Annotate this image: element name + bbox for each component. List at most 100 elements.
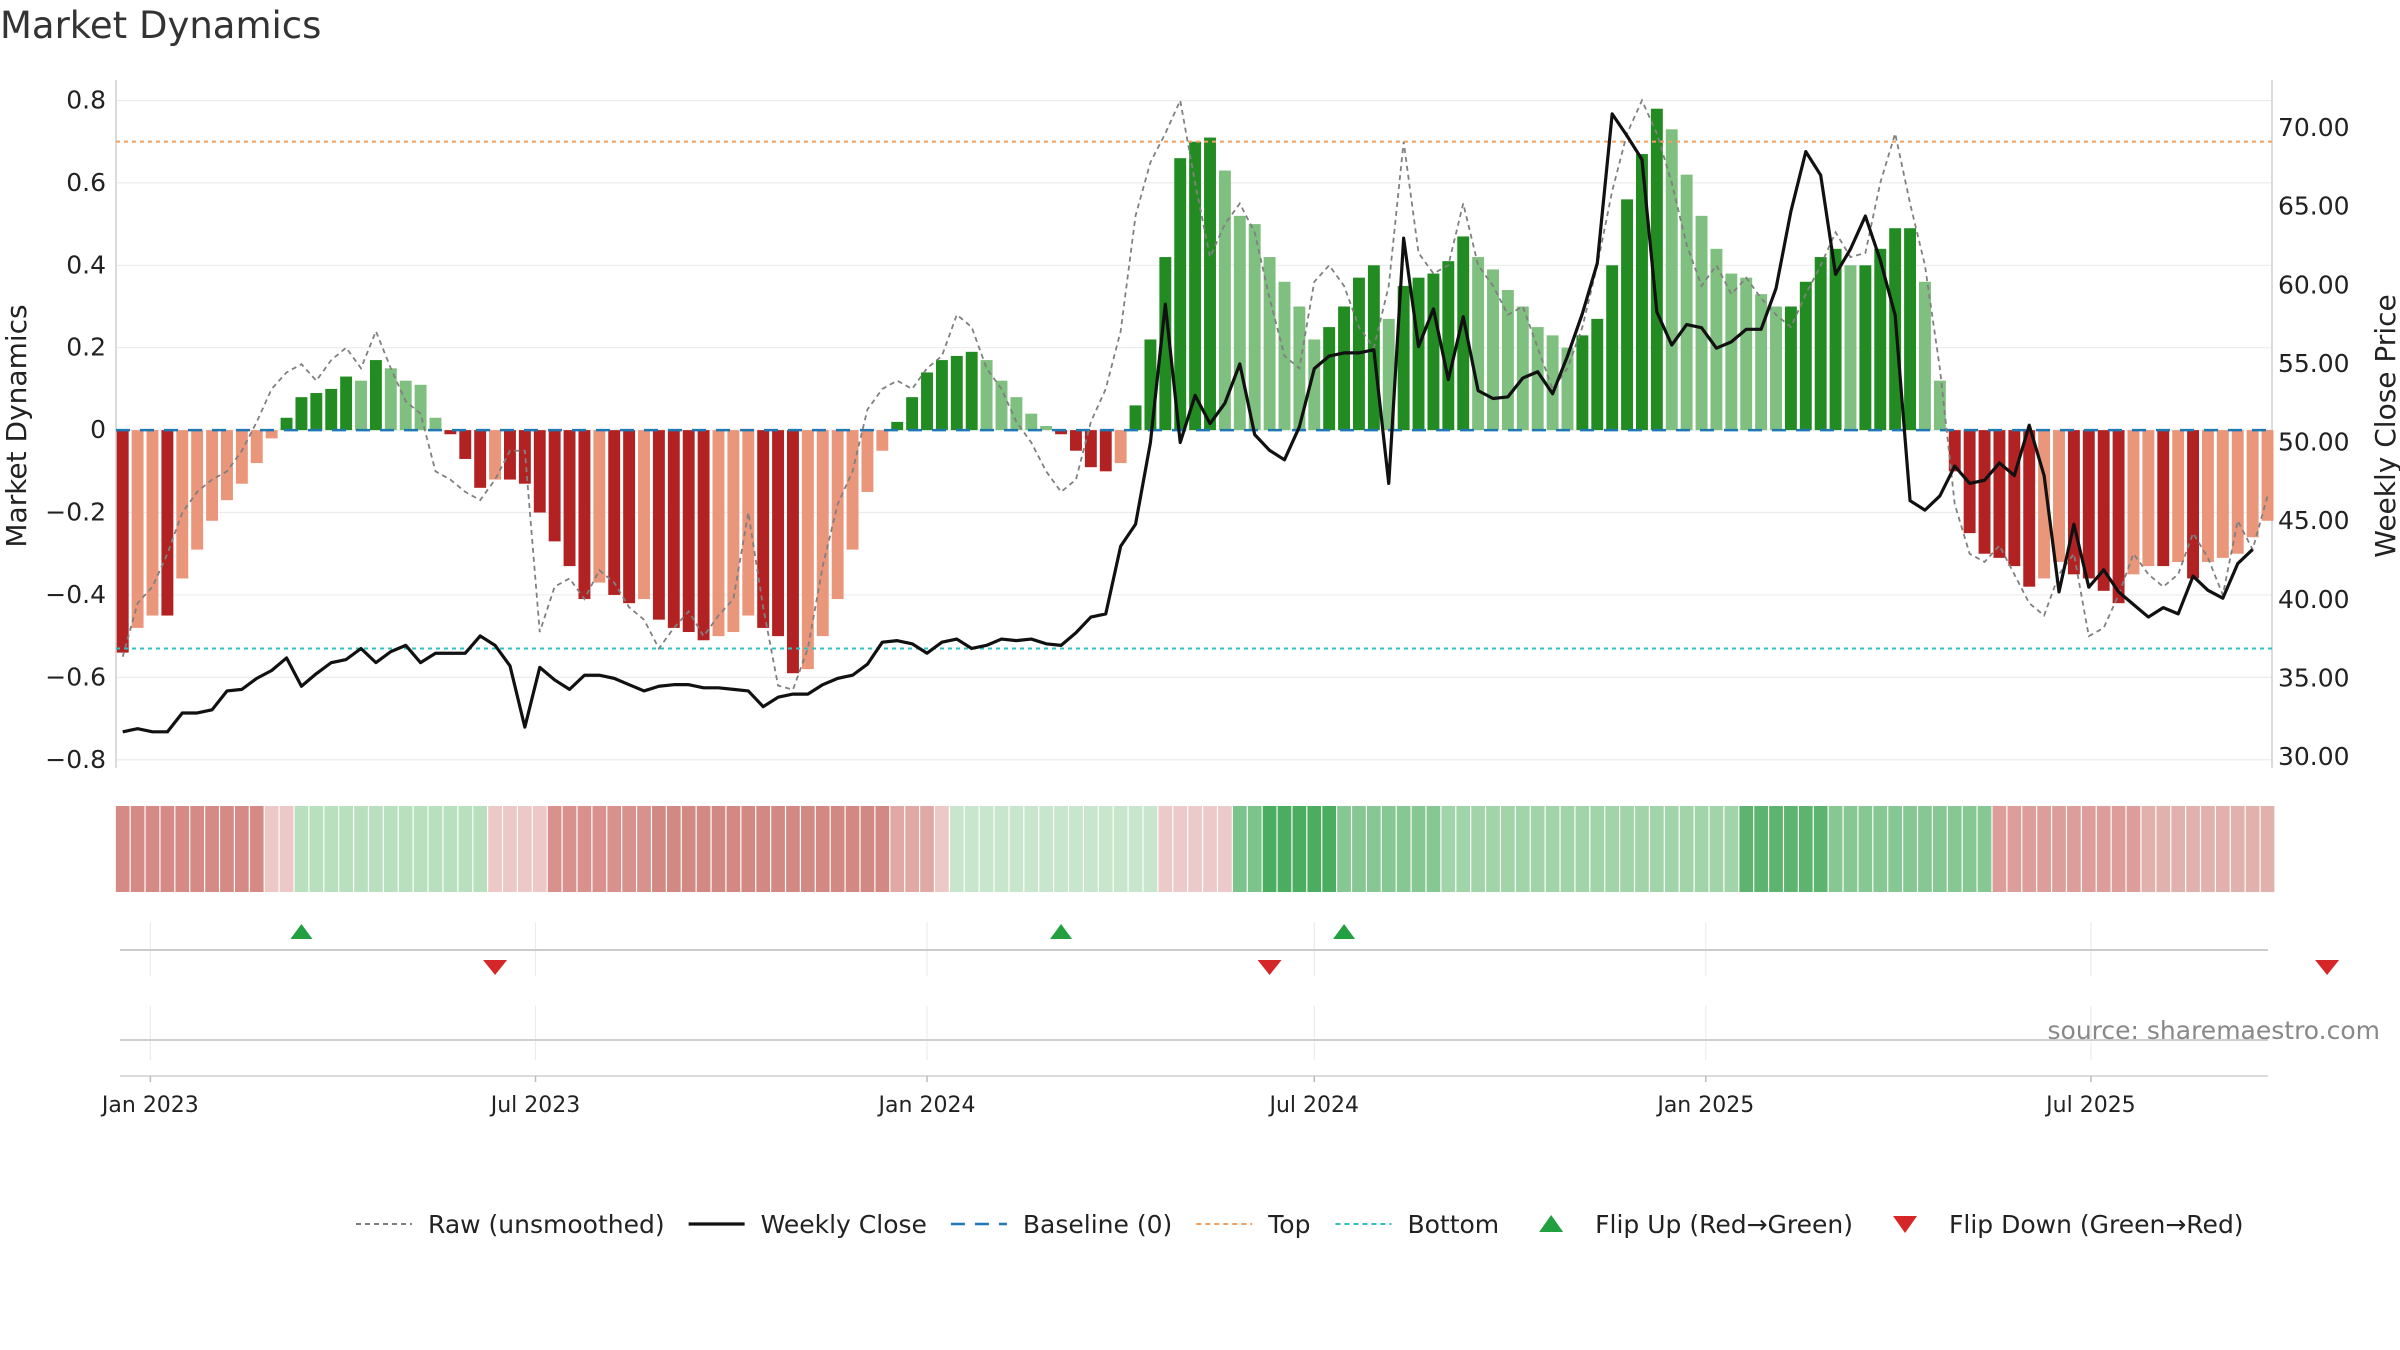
- md-bar: [935, 360, 948, 431]
- md-bar: [1233, 215, 1246, 431]
- y2-axis-label: Weekly Close Price: [2369, 294, 2400, 557]
- regime-strip-cell: [2007, 806, 2022, 892]
- md-bar: [861, 430, 874, 492]
- y-tick-label: −0.4: [45, 580, 106, 609]
- regime-strip-cell: [964, 806, 979, 892]
- regime-strip-cell: [1471, 806, 1485, 892]
- md-bar: [623, 430, 636, 604]
- x-tick-label: Jan 2024: [877, 1093, 976, 1118]
- md-bar: [2261, 430, 2274, 521]
- md-bar: [533, 430, 546, 513]
- flip-down-marker: [2315, 960, 2340, 975]
- legend-label: Baseline (0): [1023, 1210, 1172, 1239]
- regime-strip-cell: [1381, 806, 1396, 892]
- regime-strip-cell: [562, 806, 577, 892]
- regime-strip-cell: [711, 806, 726, 892]
- regime-strip-cell: [1635, 806, 1649, 892]
- regime-strip-cell: [2052, 806, 2066, 892]
- regime-strip-cell: [547, 806, 562, 892]
- md-bar: [1144, 339, 1157, 431]
- regime-strip-cell: [1411, 806, 1426, 892]
- regime-strip-cell: [1158, 806, 1173, 892]
- regime-strip-cell: [1367, 806, 1381, 892]
- regime-strip-cell: [2037, 806, 2051, 892]
- md-bar: [1501, 290, 1514, 431]
- regime-strip-cell: [1858, 806, 1873, 892]
- regime-strip-cell: [577, 806, 592, 892]
- regime-strip-cell: [905, 806, 919, 892]
- md-bar: [1010, 397, 1023, 431]
- regime-strip-cell: [1784, 806, 1798, 892]
- regime-strip-cell: [115, 806, 130, 892]
- regime-strip-cell: [369, 806, 383, 892]
- flip-up-marker: [1050, 924, 1073, 939]
- md-bar: [1218, 170, 1231, 431]
- md-bar: [518, 430, 531, 484]
- md-bar: [608, 430, 621, 595]
- md-bar: [1829, 248, 1842, 431]
- md-bar: [146, 430, 159, 616]
- md-bar: [563, 430, 576, 567]
- md-bar: [1650, 108, 1663, 431]
- regime-strip-cell: [2186, 806, 2200, 892]
- md-bar: [1755, 294, 1768, 431]
- md-bar: [250, 430, 263, 464]
- legend-item: Flip Up (Red→Green): [1539, 1210, 1853, 1239]
- regime-strip-cell: [1098, 806, 1113, 892]
- md-bar: [2053, 430, 2065, 562]
- legend-item: Bottom: [1335, 1210, 1499, 1239]
- regime-strip-cell: [294, 806, 309, 892]
- regime-strip-cell: [920, 806, 934, 892]
- regime-strip-cell: [1560, 806, 1575, 892]
- regime-strip-cell: [696, 806, 711, 892]
- md-bar: [2172, 430, 2185, 562]
- md-bar: [280, 417, 293, 431]
- regime-strip-cell: [1009, 806, 1024, 892]
- regime-strip-cell: [1694, 806, 1709, 892]
- md-bar: [593, 430, 606, 583]
- regime-strip-cell: [473, 806, 488, 892]
- regime-strip-cell: [235, 806, 249, 892]
- regime-strip-cell: [726, 806, 741, 892]
- regime-strip-cell: [1620, 806, 1634, 892]
- md-bar: [131, 430, 144, 628]
- regime-strip-cell: [1947, 806, 1962, 892]
- regime-strip-cell: [890, 806, 905, 892]
- regime-strip-cell: [1918, 806, 1932, 892]
- regime-strip-cell: [1143, 806, 1158, 892]
- md-bar: [1114, 430, 1127, 464]
- regime-strip-cell: [324, 806, 339, 892]
- md-bar: [1487, 269, 1499, 431]
- md-bar: [1263, 257, 1276, 431]
- md-bar: [384, 368, 397, 431]
- regime-strip-cell: [2067, 806, 2081, 892]
- regime-strip-cell: [1709, 806, 1724, 892]
- y2-tick-label: 45.00: [2278, 506, 2350, 535]
- source-label: source: sharemaestro.com: [2048, 1016, 2381, 1045]
- md-bar: [340, 376, 353, 431]
- md-bar: [2216, 430, 2229, 558]
- md-bar: [906, 397, 919, 431]
- regime-strip-cell: [1590, 806, 1605, 892]
- regime-strip-cell: [1203, 806, 1217, 892]
- md-bar: [235, 430, 248, 484]
- md-bar: [474, 430, 487, 488]
- y2-tick-label: 55.00: [2278, 349, 2350, 378]
- regime-strip-cell: [681, 806, 696, 892]
- regime-strip-cell: [1679, 806, 1694, 892]
- regime-strip-cell: [1173, 806, 1188, 892]
- y-axis-label: Market Dynamics: [0, 304, 33, 547]
- y2-tick-label: 70.00: [2278, 113, 2350, 142]
- regime-strip-cell: [801, 806, 815, 892]
- md-bar: [1308, 339, 1321, 431]
- md-bar: [891, 421, 904, 431]
- regime-strip-cell: [845, 806, 860, 892]
- flip-up-marker: [1333, 924, 1356, 939]
- regime-strip-cell: [413, 806, 428, 892]
- regime-strip-cell: [2171, 806, 2186, 892]
- regime-strip-cell: [1039, 806, 1054, 892]
- regime-strip-cell: [2141, 806, 2156, 892]
- md-bar: [459, 430, 472, 459]
- md-bar: [1606, 265, 1619, 431]
- y-tick-label: 0: [90, 415, 106, 444]
